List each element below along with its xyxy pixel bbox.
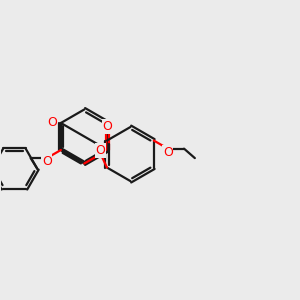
Text: O: O <box>47 116 57 130</box>
Text: O: O <box>103 120 112 133</box>
Text: O: O <box>163 146 173 159</box>
Text: O: O <box>96 144 106 157</box>
Text: O: O <box>42 155 52 168</box>
